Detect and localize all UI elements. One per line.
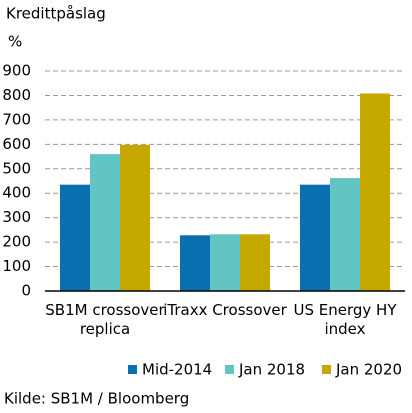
- legend-label: Jan 2018: [238, 361, 305, 379]
- y-tick-label: 0: [21, 282, 31, 300]
- bar: [120, 144, 150, 291]
- y-unit: %: [8, 33, 22, 51]
- y-tick-label: 300: [2, 208, 31, 226]
- legend-swatch: [322, 365, 331, 374]
- y-tick-label: 200: [2, 233, 31, 251]
- x-tick-label: US Energy HY index: [293, 301, 397, 338]
- y-tick-label: 800: [2, 86, 31, 104]
- bar: [90, 154, 120, 291]
- y-tick-label: 500: [2, 159, 31, 177]
- bar: [210, 234, 240, 291]
- y-tick-label: 100: [2, 257, 31, 275]
- x-tick-label: SB1M crossover replica: [45, 301, 165, 338]
- legend-label: Mid-2014: [142, 361, 212, 379]
- x-tick-label: iTraxx Crossover: [163, 301, 287, 319]
- y-tick-label: 400: [2, 184, 31, 202]
- chart-title: Kredittpåslag: [6, 5, 106, 23]
- bar: [240, 234, 270, 291]
- legend-swatch: [225, 365, 234, 374]
- legend-swatch: [128, 365, 137, 374]
- y-tick-label: 600: [2, 135, 31, 153]
- y-tick-label: 900: [2, 62, 31, 80]
- bar: [330, 178, 360, 291]
- bar: [300, 184, 330, 291]
- y-tick-label: 700: [2, 110, 31, 128]
- legend-label: Jan 2020: [335, 361, 402, 379]
- bar: [360, 93, 390, 291]
- bar: [60, 184, 90, 291]
- source: Kilde: SB1M / Bloomberg: [4, 390, 189, 408]
- bar: [180, 235, 210, 291]
